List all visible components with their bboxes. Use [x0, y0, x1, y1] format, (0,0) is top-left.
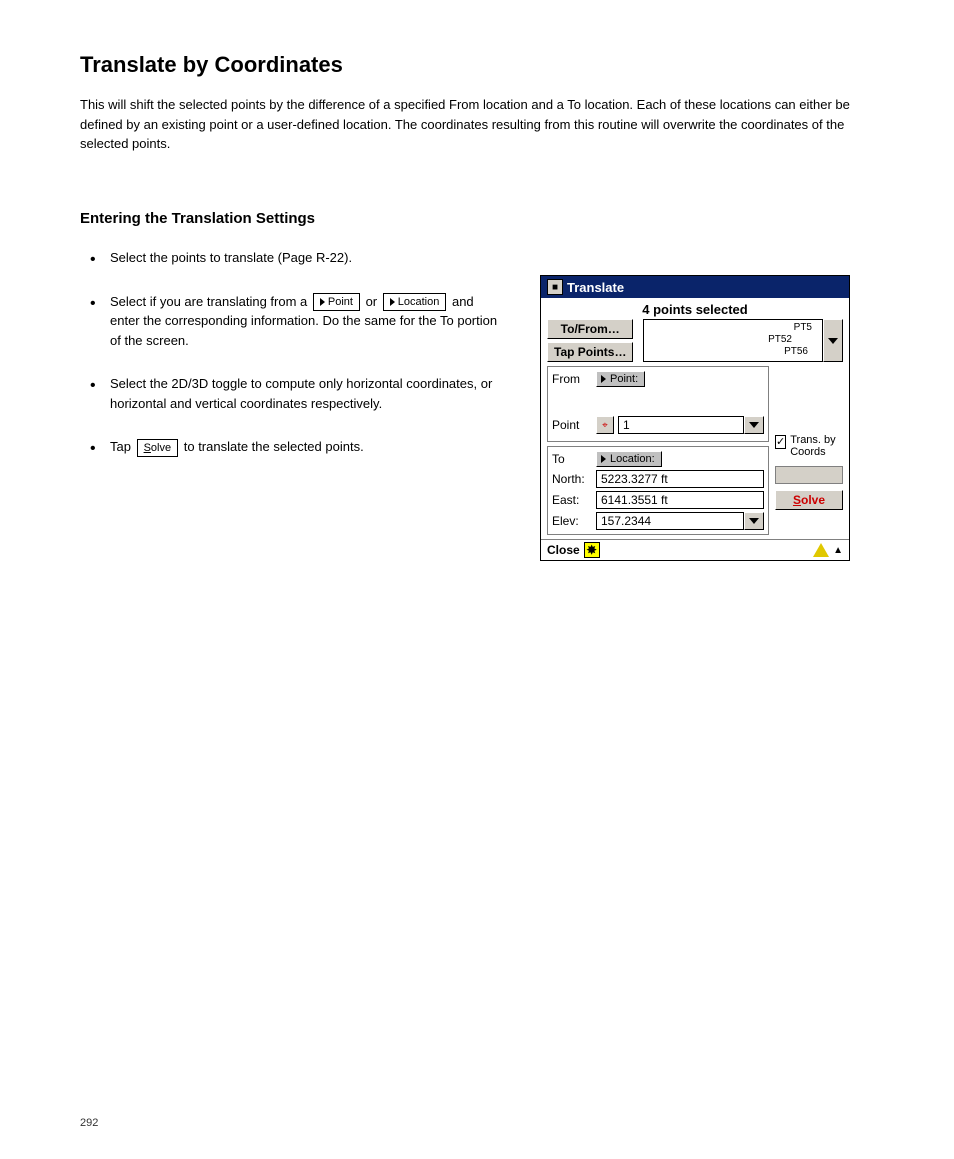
warning-icon — [813, 543, 829, 557]
intro-paragraph: This will shift the selected points by t… — [80, 95, 874, 154]
elev-input[interactable]: 157.2344 — [596, 512, 744, 530]
point-mode-legend: Point — [313, 293, 360, 312]
star-icon[interactable]: ✸ — [584, 542, 600, 558]
close-button[interactable]: Close — [547, 543, 580, 557]
bullet-item: Select if you are translating from a Poi… — [80, 292, 500, 351]
checkbox-icon: ✓ — [775, 435, 786, 449]
tap-points-button[interactable]: Tap Points… — [547, 342, 633, 362]
preview-dropdown[interactable] — [823, 319, 843, 362]
bullet-item: Select the 2D/3D toggle to compute only … — [80, 374, 500, 413]
window-title: Translate — [567, 280, 624, 295]
section-subtitle: Entering the Translation Settings — [80, 210, 315, 227]
bullet-text: Select if you are translating from a — [110, 294, 311, 309]
rest-label: olve — [151, 442, 171, 454]
from-panel: From Point: Point ⌖ 1 — [547, 366, 769, 442]
to-label: To — [552, 452, 592, 466]
app-icon: ■ — [547, 279, 563, 295]
point-label: Point — [552, 418, 592, 432]
underline-letter: S — [144, 442, 151, 454]
main-content: From Point: Point ⌖ 1 To Location: — [541, 366, 849, 539]
legend-label: Point — [328, 296, 353, 308]
point-input[interactable]: 1 — [618, 416, 744, 434]
page-number: 292 — [80, 1117, 98, 1129]
rest-label: olve — [801, 493, 825, 507]
east-label: East: — [552, 493, 592, 507]
selection-controls: To/From… Tap Points… PT5 PT52 PT56 — [541, 319, 849, 366]
from-mode-toggle[interactable]: Point: — [596, 371, 645, 387]
statusbar: Close ✸ ▲ — [541, 539, 849, 560]
to-mode-toggle[interactable]: Location: — [596, 451, 662, 467]
preview-point-label: PT56 — [784, 346, 808, 357]
to-from-button[interactable]: To/From… — [547, 319, 633, 339]
chevron-right-icon — [390, 298, 395, 306]
point-picker-icon[interactable]: ⌖ — [596, 416, 614, 434]
preview-map: PT5 PT52 PT56 — [643, 319, 823, 362]
preview-point-label: PT52 — [768, 334, 792, 345]
bullet-text: or — [366, 294, 381, 309]
page-title: Translate by Coordinates — [80, 52, 343, 78]
bullet-item: Tap Solve to translate the selected poin… — [80, 437, 500, 457]
to-panel: To Location: North: 5223.3277 ft East: 6… — [547, 446, 769, 535]
bullet-text: Select the points to translate (Page — [110, 250, 316, 265]
elev-label: Elev: — [552, 514, 592, 528]
status-panel — [775, 466, 843, 484]
legend-label: Location — [398, 296, 440, 308]
preview-point-label: PT5 — [794, 322, 812, 333]
east-input[interactable]: 6141.3551 ft — [596, 491, 764, 509]
checkbox-label: Trans. by Coords — [790, 434, 843, 458]
bullet-text: ). — [344, 250, 352, 265]
bullet-text: to translate the selected points. — [184, 439, 364, 454]
bullet-text: Select the 2D/3D toggle to compute only … — [110, 376, 492, 411]
selection-header: 4 points selected — [541, 298, 849, 319]
solve-button-legend: Solve — [137, 439, 179, 458]
underline-letter: S — [793, 493, 801, 507]
titlebar: ■ Translate — [541, 276, 849, 298]
translate-window: ■ Translate 4 points selected To/From… T… — [540, 275, 850, 561]
location-mode-legend: Location — [383, 293, 447, 312]
up-arrow-icon[interactable]: ▲ — [833, 545, 843, 556]
north-input[interactable]: 5223.3277 ft — [596, 470, 764, 488]
bullet-item: Select the points to translate (Page R-2… — [80, 248, 500, 268]
trans-by-coords-checkbox[interactable]: ✓ Trans. by Coords — [775, 432, 843, 460]
north-label: North: — [552, 472, 592, 486]
solve-button[interactable]: Solve — [775, 490, 843, 510]
from-label: From — [552, 372, 592, 386]
bullet-text: Tap — [110, 439, 135, 454]
elev-dropdown[interactable] — [744, 512, 764, 530]
page-ref: R-22 — [316, 250, 344, 265]
point-dropdown[interactable] — [744, 416, 764, 434]
bullet-list: Select the points to translate (Page R-2… — [80, 248, 500, 481]
chevron-right-icon — [320, 298, 325, 306]
